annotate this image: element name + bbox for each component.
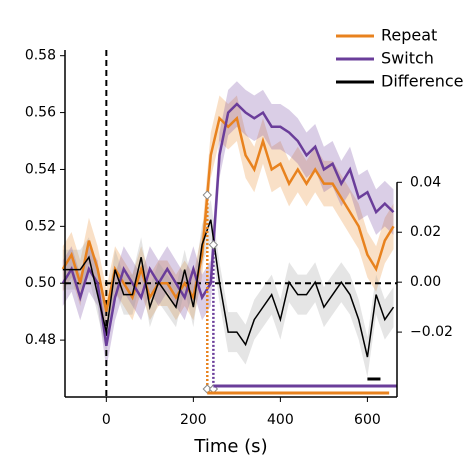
y-tick-label: 0.56: [25, 105, 56, 121]
x-tick-label: 400: [267, 412, 294, 428]
x-tick-label: 0: [102, 412, 111, 428]
series-line: [62, 219, 395, 358]
onset-marker: [202, 190, 212, 200]
y-tick-label: 0.52: [25, 218, 56, 234]
y2-tick-label: 0.02: [410, 224, 441, 240]
series-line: [61, 115, 395, 312]
y-tick-label: 0.50: [25, 275, 56, 291]
y2-tick-label: 0.04: [410, 174, 441, 190]
x-tick-label: 200: [180, 412, 207, 428]
legend-label: Repeat: [381, 26, 437, 45]
y-tick-label: 0.48: [25, 332, 56, 348]
ci-band: [62, 81, 394, 369]
y2-tick-label: 0.00: [410, 274, 441, 290]
y-tick-label: 0.58: [25, 48, 56, 64]
legend-label: Switch: [381, 49, 434, 68]
series-line: [61, 102, 395, 347]
x-axis-label: Time (s): [193, 436, 267, 457]
x-tick-label: 600: [354, 412, 381, 428]
y2-tick-label: −0.02: [410, 324, 453, 340]
legend-label: Difference: [381, 72, 463, 91]
ci-band: [62, 199, 394, 378]
onset-marker: [208, 240, 219, 250]
y-tick-label: 0.54: [25, 161, 56, 177]
ci-band: [62, 95, 394, 335]
